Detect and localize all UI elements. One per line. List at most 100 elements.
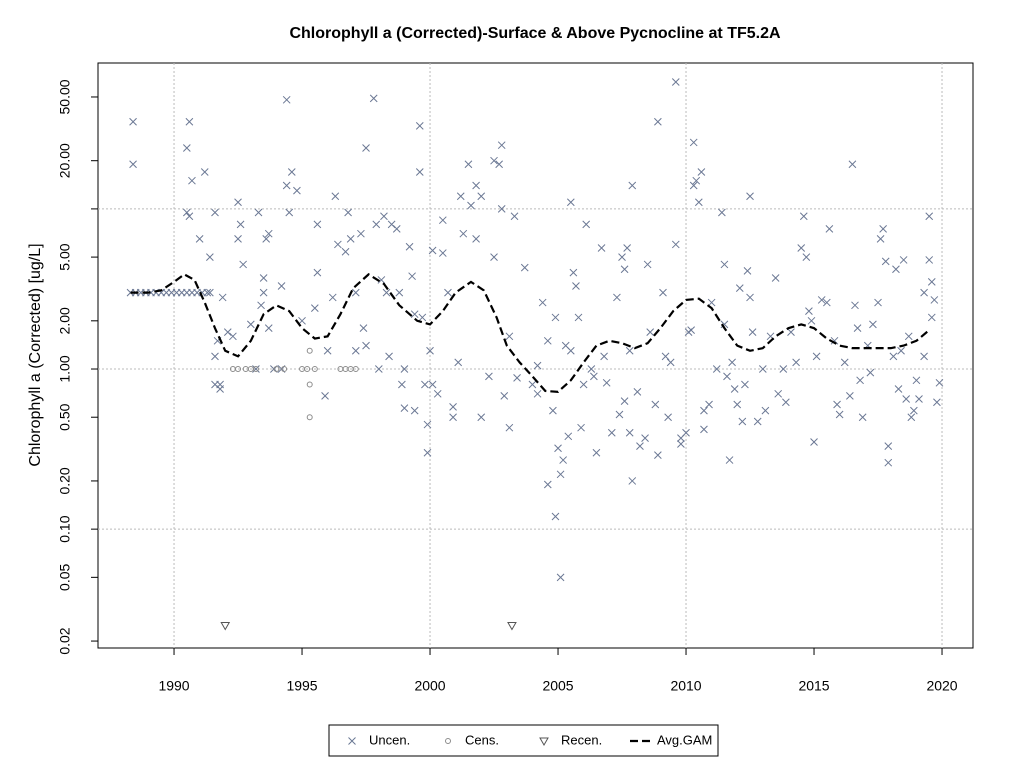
point-x [538, 298, 547, 307]
point-x [564, 432, 573, 441]
point-x [758, 365, 767, 373]
point-x [344, 208, 352, 217]
point-x [927, 278, 936, 286]
point-x [382, 288, 391, 297]
point-x [659, 288, 667, 297]
point-x [472, 234, 480, 243]
point-x [331, 192, 340, 201]
point-x [771, 274, 780, 282]
x-tick-label: 2000 [414, 678, 445, 694]
point-x [700, 425, 708, 434]
point-x [812, 352, 821, 361]
point-x [528, 380, 537, 389]
point-x [689, 138, 698, 147]
point-x [254, 208, 263, 217]
point-x [239, 260, 248, 269]
point-x [636, 442, 644, 450]
point-x [313, 220, 322, 229]
y-tick-label: 1.00 [57, 355, 73, 382]
point-x [904, 332, 913, 341]
x-tick-label: 2015 [798, 678, 829, 694]
point-x [579, 380, 588, 389]
point-x [513, 374, 521, 382]
point-x [257, 301, 265, 310]
point-x [423, 420, 432, 429]
point-x [323, 346, 332, 355]
point-x [907, 413, 916, 422]
point-circle [304, 366, 311, 373]
point-x [405, 242, 414, 251]
point-x [822, 298, 831, 307]
point-x [927, 313, 936, 322]
point-x [935, 378, 944, 387]
point-x [533, 389, 542, 398]
point-x [643, 260, 652, 269]
point-x [477, 192, 486, 201]
point-x [415, 122, 424, 130]
point-x [807, 316, 816, 325]
point-x [894, 385, 903, 393]
x-tick-label: 2020 [926, 678, 957, 694]
point-x [651, 400, 660, 409]
point-x [188, 176, 196, 185]
point-x [746, 192, 754, 201]
point-x [467, 201, 475, 210]
point-x [817, 296, 826, 304]
point-x [848, 160, 857, 169]
point-x [646, 328, 655, 336]
x-tick-label: 2005 [542, 678, 573, 694]
point-x [428, 380, 437, 389]
point-x [357, 229, 365, 238]
point-x [753, 417, 762, 426]
legend-swatch [539, 737, 549, 747]
point-x [723, 372, 731, 381]
point-x [700, 406, 708, 415]
point-circle [235, 366, 242, 373]
point-x [566, 346, 575, 355]
point-x [505, 332, 514, 341]
point-x [705, 400, 713, 409]
point-x [211, 352, 219, 361]
point-x [671, 240, 680, 249]
point-x [879, 225, 887, 233]
point-x [298, 316, 306, 325]
point-x [392, 225, 401, 233]
point-x [385, 352, 393, 361]
point-x [408, 272, 416, 281]
y-tick-label: 0.20 [57, 467, 73, 494]
point-x [590, 372, 598, 381]
point-x [912, 376, 921, 385]
point-x [802, 253, 811, 261]
point-x [211, 208, 219, 217]
point-x [851, 301, 859, 310]
point-x [582, 220, 591, 229]
point-x [328, 293, 337, 302]
point-x [858, 413, 867, 422]
point-x [897, 346, 905, 355]
point-x [628, 181, 637, 190]
point-x [892, 265, 900, 274]
point-x [625, 428, 634, 437]
point-x [733, 400, 742, 409]
point-x [380, 212, 388, 221]
point-x [615, 410, 624, 419]
point-x [623, 244, 632, 252]
point-x [264, 324, 273, 332]
point-circle [311, 366, 318, 373]
point-x [218, 293, 227, 302]
y-tick-label: 0.10 [57, 515, 73, 542]
point-x [884, 442, 893, 450]
point-x [748, 328, 757, 336]
point-x [182, 208, 191, 217]
point-x [369, 94, 378, 103]
point-x [510, 212, 519, 221]
point-x [592, 448, 601, 457]
point-x [549, 406, 557, 415]
y-tick-label: 0.50 [57, 403, 73, 430]
x-tick-label: 1990 [158, 678, 189, 694]
point-x [687, 326, 696, 334]
point-x [520, 263, 529, 272]
y-axis-label: Chlorophyll a (Corrected) [ug/L] [27, 243, 44, 466]
point-x [774, 389, 783, 398]
point-x [625, 346, 634, 355]
